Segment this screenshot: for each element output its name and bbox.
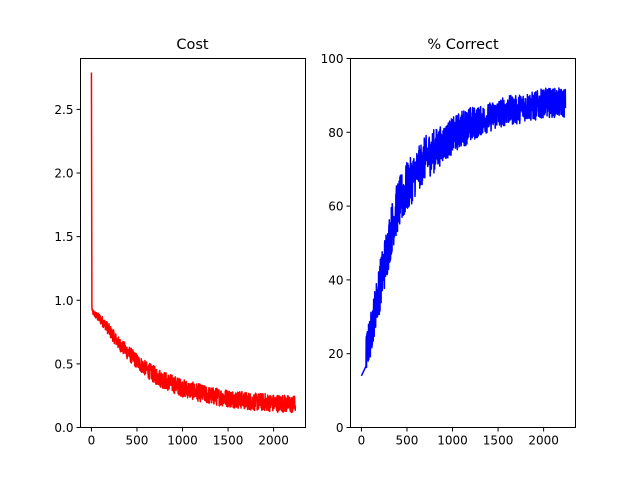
cost-y-tick-label: 2.0 (54, 167, 73, 181)
accuracy-y-tick-label: 80 (328, 126, 343, 140)
cost-x-tick-label: 500 (126, 434, 149, 448)
accuracy-y-tick-label: 20 (328, 347, 343, 361)
accuracy-y-tick-label: 60 (328, 200, 343, 214)
cost-chart: Cost 0 500 1000 1500 2000 0.0 0.5 1.0 1.5 2.0 2.5 (54, 37, 306, 448)
accuracy-chart-title: % Correct (427, 37, 499, 53)
cost-y-axis: 0.0 0.5 1.0 1.5 2.0 2.5 (54, 103, 81, 435)
accuracy-x-tick-label: 500 (396, 434, 419, 448)
accuracy-plot-area (360, 87, 567, 377)
cost-plot-area (90, 72, 297, 414)
accuracy-x-tick-label: 1000 (437, 434, 468, 448)
cost-x-tick-label: 1500 (213, 434, 244, 448)
cost-chart-title: Cost (176, 37, 209, 53)
accuracy-chart: % Correct 0 500 1000 1500 2000 0 20 40 60 80 100 (321, 37, 576, 448)
cost-x-axis: 0 500 1000 1500 2000 (88, 427, 289, 448)
cost-y-tick-label: 2.5 (54, 103, 73, 117)
cost-y-tick-label: 0.5 (54, 357, 73, 371)
cost-y-tick-label: 1.0 (54, 294, 73, 308)
cost-y-tick-label: 1.5 (54, 230, 73, 244)
accuracy-series-line (360, 87, 567, 377)
accuracy-y-axis: 0 20 40 60 80 100 (321, 52, 351, 435)
accuracy-y-tick-label: 40 (328, 273, 343, 287)
cost-x-tick-label: 2000 (258, 434, 289, 448)
accuracy-x-axis: 0 500 1000 1500 2000 (358, 427, 559, 448)
cost-series-line (90, 72, 297, 414)
accuracy-x-tick-label: 0 (358, 434, 366, 448)
cost-axes-frame (80, 58, 306, 428)
accuracy-y-tick-label: 100 (321, 52, 344, 66)
cost-x-tick-label: 0 (88, 434, 96, 448)
cost-x-tick-label: 1000 (167, 434, 198, 448)
accuracy-axes-frame (350, 58, 576, 428)
cost-y-tick-label: 0.0 (54, 421, 73, 435)
accuracy-y-tick-label: 0 (336, 421, 344, 435)
accuracy-x-tick-label: 1500 (483, 434, 514, 448)
accuracy-x-tick-label: 2000 (528, 434, 559, 448)
